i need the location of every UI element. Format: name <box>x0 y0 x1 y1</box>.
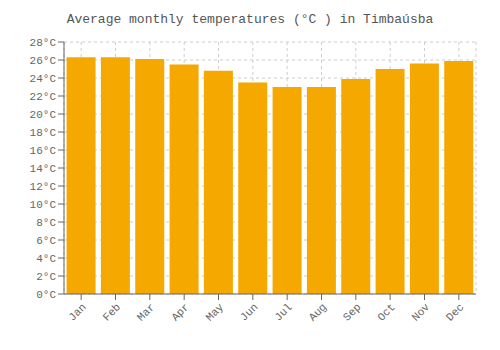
svg-text:Apr: Apr <box>169 301 191 323</box>
svg-text:8°C: 8°C <box>36 217 56 229</box>
svg-text:Oct: Oct <box>375 301 397 323</box>
svg-text:10°C: 10°C <box>30 199 57 211</box>
svg-text:Nov: Nov <box>410 301 433 324</box>
svg-text:20°C: 20°C <box>30 109 57 121</box>
svg-text:26°C: 26°C <box>30 55 57 67</box>
svg-text:22°C: 22°C <box>30 91 57 103</box>
svg-text:Aug: Aug <box>307 301 329 323</box>
svg-text:16°C: 16°C <box>30 145 57 157</box>
svg-text:24°C: 24°C <box>30 73 57 85</box>
svg-text:Dec: Dec <box>444 301 466 323</box>
svg-text:14°C: 14°C <box>30 163 57 175</box>
svg-text:Jun: Jun <box>238 301 260 323</box>
svg-text:28°C: 28°C <box>30 37 57 49</box>
svg-text:Feb: Feb <box>101 301 123 323</box>
svg-text:Jul: Jul <box>272 301 294 323</box>
html-text:Average monthly temperatures (: Average monthly temperatures (°C ) in Ti… <box>66 12 434 27</box>
svg-text:4°C: 4°C <box>36 253 56 265</box>
svg-text:2°C: 2°C <box>36 271 56 283</box>
svg-text:6°C: 6°C <box>36 235 56 247</box>
svg-text:Jan: Jan <box>66 301 88 323</box>
svg-text:Mar: Mar <box>135 301 157 323</box>
svg-text:Sep: Sep <box>341 301 363 323</box>
svg-text:12°C: 12°C <box>30 181 57 193</box>
svg-text:0°C: 0°C <box>36 289 56 301</box>
svg-text:18°C: 18°C <box>30 127 57 139</box>
svg-text:May: May <box>204 301 227 324</box>
